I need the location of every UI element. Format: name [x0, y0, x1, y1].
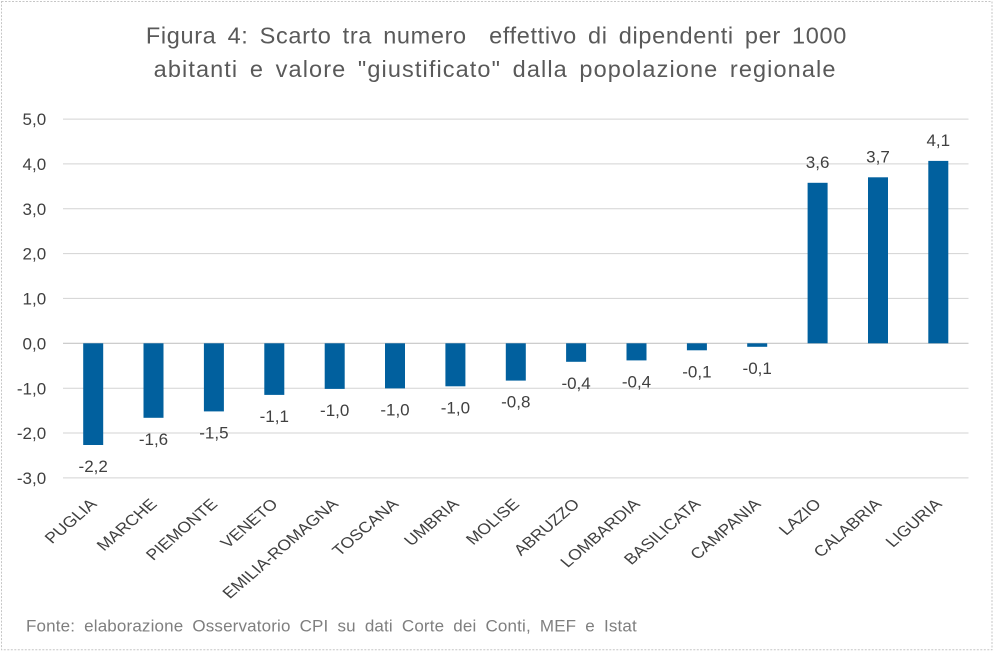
svg-text:-2,0: -2,0	[17, 424, 46, 443]
svg-text:1,0: 1,0	[23, 290, 47, 309]
svg-text:-1,0: -1,0	[380, 400, 409, 419]
svg-text:-1,0: -1,0	[17, 379, 46, 398]
svg-text:3,6: 3,6	[806, 153, 830, 172]
svg-text:-3,0: -3,0	[17, 469, 46, 488]
svg-text:2,0: 2,0	[23, 245, 47, 264]
svg-text:-1,1: -1,1	[260, 407, 289, 426]
svg-text:4,0: 4,0	[23, 155, 47, 174]
svg-text:-0,4: -0,4	[622, 372, 651, 391]
svg-text:-0,4: -0,4	[561, 374, 590, 393]
svg-text:abitanti e valore "giustificat: abitanti e valore "giustificato" dalla p…	[154, 56, 837, 82]
svg-text:4,1: 4,1	[926, 131, 950, 150]
svg-text:-1,0: -1,0	[320, 401, 349, 420]
svg-text:0,0: 0,0	[23, 334, 47, 353]
svg-text:-2,2: -2,2	[79, 457, 108, 476]
svg-text:-0,1: -0,1	[682, 362, 711, 381]
svg-text:-1,6: -1,6	[139, 430, 168, 449]
svg-text:Fonte: elaborazione Osservator: Fonte: elaborazione Osservatorio CPI su …	[26, 617, 637, 636]
svg-text:-0,8: -0,8	[501, 393, 530, 412]
svg-text:5,0: 5,0	[23, 110, 47, 129]
svg-text:3,0: 3,0	[23, 200, 47, 219]
svg-text:Figura 4: Scarto tra numero e: Figura 4: Scarto tra numero effettivo di…	[146, 23, 847, 49]
svg-text:-1,0: -1,0	[441, 398, 470, 417]
svg-text:3,7: 3,7	[866, 147, 890, 166]
svg-text:-0,1: -0,1	[743, 359, 772, 378]
svg-text:-1,5: -1,5	[199, 423, 228, 442]
